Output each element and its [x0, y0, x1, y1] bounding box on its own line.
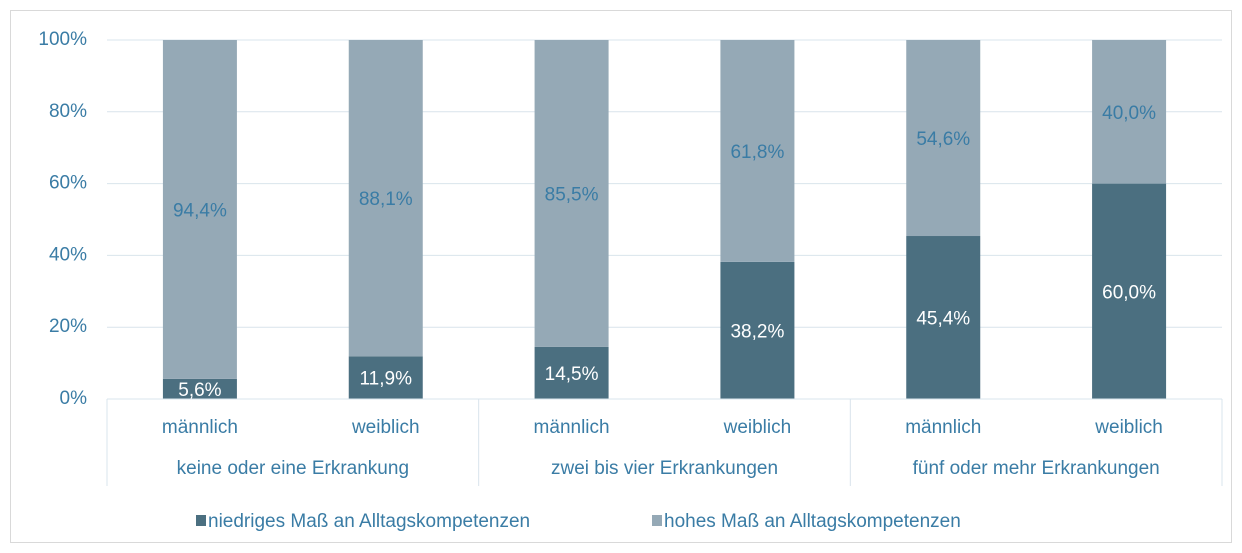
data-label: 85,5%	[545, 184, 599, 205]
bar-segment	[534, 40, 609, 347]
group-label: zwei bis vier Erkrankungen	[551, 458, 778, 479]
legend-label: niedriges Maß an Alltagskompetenzen	[208, 511, 530, 532]
x-tick-label: männlich	[534, 417, 610, 438]
data-label: 54,6%	[916, 129, 970, 150]
data-label: 38,2%	[730, 321, 784, 342]
bar-segment	[162, 378, 237, 399]
bar-segment	[534, 346, 609, 399]
bar-segment	[906, 40, 981, 237]
group-label: keine oder eine Erkrankung	[177, 458, 409, 479]
group-label: fünf oder mehr Erkrankungen	[913, 458, 1160, 479]
bar-segment	[348, 40, 423, 357]
data-label: 14,5%	[545, 364, 599, 385]
data-label: 94,4%	[173, 200, 227, 221]
bar-segment	[348, 356, 423, 399]
data-label: 60,0%	[1102, 282, 1156, 303]
legend-swatch	[652, 515, 662, 526]
bar-segment	[1092, 40, 1167, 184]
legend-swatch	[196, 515, 206, 526]
y-tick-label: 100%	[38, 29, 87, 50]
bar-segment	[906, 236, 981, 399]
bar-segment	[1092, 183, 1167, 399]
data-label: 45,4%	[916, 309, 970, 330]
data-label: 61,8%	[730, 142, 784, 163]
data-label: 5,6%	[178, 380, 221, 401]
y-tick-label: 40%	[49, 244, 87, 265]
x-tick-label: männlich	[905, 417, 981, 438]
y-tick-label: 80%	[49, 101, 87, 122]
data-label: 88,1%	[359, 189, 413, 210]
bar-segment	[162, 40, 237, 379]
data-label: 40,0%	[1102, 103, 1156, 124]
y-tick-label: 60%	[49, 173, 87, 194]
bar-segment	[720, 40, 795, 262]
x-tick-label: männlich	[162, 417, 238, 438]
legend-label: hohes Maß an Alltagskompetenzen	[664, 511, 961, 532]
bar-segment	[720, 261, 795, 399]
y-tick-label: 20%	[49, 316, 87, 337]
x-tick-label: weiblich	[723, 417, 792, 438]
data-label: 11,9%	[360, 369, 413, 390]
x-tick-label: weiblich	[1094, 417, 1163, 438]
x-tick-label: weiblich	[351, 417, 420, 438]
y-tick-label: 0%	[60, 388, 88, 409]
